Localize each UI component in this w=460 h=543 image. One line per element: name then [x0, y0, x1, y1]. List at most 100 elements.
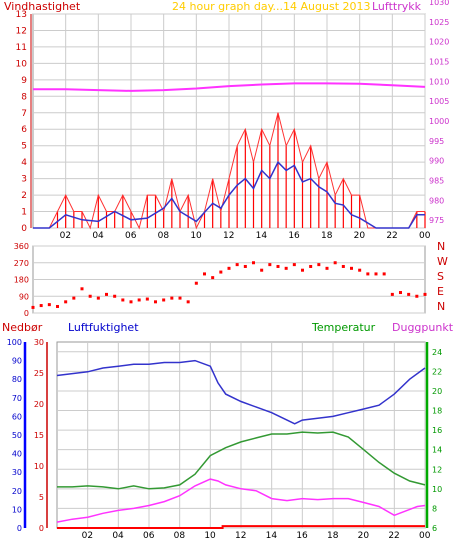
wind-y-tick-label: 9 [21, 76, 27, 86]
wind-y-tick-label: 0 [21, 224, 27, 234]
direction-point [260, 268, 264, 272]
temperature-y-tick-label: 12 [432, 465, 442, 474]
temperature-y-tick-label: 14 [432, 446, 442, 455]
direction-point [423, 292, 427, 296]
temperature-y-tick-label: 16 [432, 426, 442, 435]
direction-point [415, 294, 419, 298]
rain-y-tick-label: 10 [34, 462, 44, 471]
rain-y-tick-label: 25 [34, 369, 44, 378]
pressure-y-tick-label: 1000 [429, 117, 449, 126]
pressure-y-tick-label: 1025 [429, 18, 449, 27]
direction-point [80, 287, 84, 291]
compass-label: N [437, 300, 445, 313]
direction-point [276, 264, 280, 268]
pressure-y-tick-label: 1030 [429, 0, 449, 7]
temperature-y-tick-label: 20 [432, 387, 442, 396]
direction-point [252, 261, 255, 265]
direction-point [301, 268, 304, 272]
compass-label: N [437, 240, 445, 253]
wind-speed-series [33, 112, 425, 230]
pressure-y-tick-label: 985 [429, 176, 444, 185]
wind-y-tick-label: 1 [21, 208, 27, 218]
direction-point [145, 297, 149, 301]
humidity-series [56, 359, 426, 425]
wind-y-tick-label: 8 [21, 92, 27, 102]
direction-point [366, 272, 370, 276]
pressure-axis-title: Lufttrykk [372, 0, 422, 13]
wind-x-tick-label: 08 [158, 231, 170, 241]
direction-point [56, 304, 59, 308]
humidity-y-tick-label: 10 [12, 505, 22, 514]
wind-x-tick-label: 12 [223, 231, 234, 241]
temperature-x-tick-label: 12 [235, 531, 246, 541]
humidity-y-tick-label: 60 [12, 412, 22, 421]
direction-point [374, 272, 378, 276]
temperature-x-tick-label: 04 [112, 531, 124, 541]
wind-x-tick-label: 06 [125, 231, 137, 241]
direction-point [137, 298, 141, 302]
humidity-axis-title: Luftfuktighet [68, 321, 139, 334]
wind-x-tick-label: 10 [190, 231, 202, 241]
direction-point [121, 298, 125, 302]
humidity-y-tick-label: 30 [12, 468, 22, 477]
compass-label: W [437, 255, 448, 268]
direction-point [194, 281, 198, 285]
wind-x-tick-label: 04 [92, 231, 104, 241]
temperature-x-tick-label: 02 [82, 531, 93, 541]
direction-point [292, 263, 296, 267]
temperature-x-tick-label: 18 [327, 531, 339, 541]
direction-point [407, 292, 411, 296]
wind-x-tick-label: 00 [419, 231, 431, 241]
direction-point [325, 266, 329, 270]
direction-point [39, 304, 43, 308]
temperature-x-tick-label: 16 [296, 531, 308, 541]
direction-point [105, 292, 108, 296]
temperature-x-tick-label: 14 [266, 531, 278, 541]
wind-y-tick-label: 7 [21, 109, 27, 119]
direction-point [31, 305, 35, 309]
average-wind-series [33, 160, 425, 229]
direction-y-tick-label: 0 [24, 309, 29, 318]
direction-point [178, 296, 182, 300]
temperature-x-tick-label: 00 [419, 531, 431, 541]
direction-point [47, 303, 51, 307]
pressure-y-tick-label: 1020 [429, 38, 449, 47]
wind-y-tick-label: 4 [21, 158, 27, 168]
wind-y-tick-label: 3 [21, 175, 27, 185]
wind-x-tick-label: 02 [60, 231, 71, 241]
wind-x-tick-label: 18 [321, 231, 333, 241]
rain-y-tick-label: 20 [34, 400, 44, 409]
wind-x-tick-label: 22 [386, 231, 397, 241]
pressure-y-tick-label: 990 [429, 157, 444, 166]
rain-y-tick-label: 0 [39, 524, 44, 533]
temperature-y-tick-label: 24 [432, 348, 442, 357]
wind-y-tick-label: 2 [21, 191, 27, 201]
rain-y-tick-label: 15 [34, 431, 44, 440]
direction-point [235, 263, 239, 267]
temperature-y-tick-label: 6 [432, 524, 437, 533]
direction-point [382, 272, 386, 276]
direction-point [170, 296, 174, 300]
temperature-y-tick-label: 18 [432, 407, 442, 416]
direction-y-tick-label: 180 [14, 276, 29, 285]
rain-y-tick-label: 30 [34, 338, 44, 347]
direction-point [113, 294, 117, 298]
pressure-y-tick-label: 975 [429, 216, 444, 225]
wind-y-tick-label: 5 [21, 142, 27, 152]
humidity-y-tick-label: 100 [7, 338, 22, 347]
compass-label: E [437, 285, 444, 298]
direction-point [88, 294, 92, 298]
direction-point [154, 300, 157, 304]
chart-layer: 0123456789101112139759809859909951000100… [7, 0, 450, 541]
pressure-y-tick-label: 1005 [429, 97, 449, 106]
wind-x-tick-label: 14 [256, 231, 268, 241]
humidity-y-tick-label: 50 [12, 431, 22, 440]
pressure-y-tick-label: 1010 [429, 77, 449, 86]
temperature-y-tick-label: 10 [432, 485, 442, 494]
rain-y-tick-label: 5 [39, 493, 44, 502]
pressure-y-tick-label: 980 [429, 196, 444, 205]
dewpoint-axis-title: Duggpunkt [392, 321, 454, 334]
direction-point [129, 300, 133, 304]
